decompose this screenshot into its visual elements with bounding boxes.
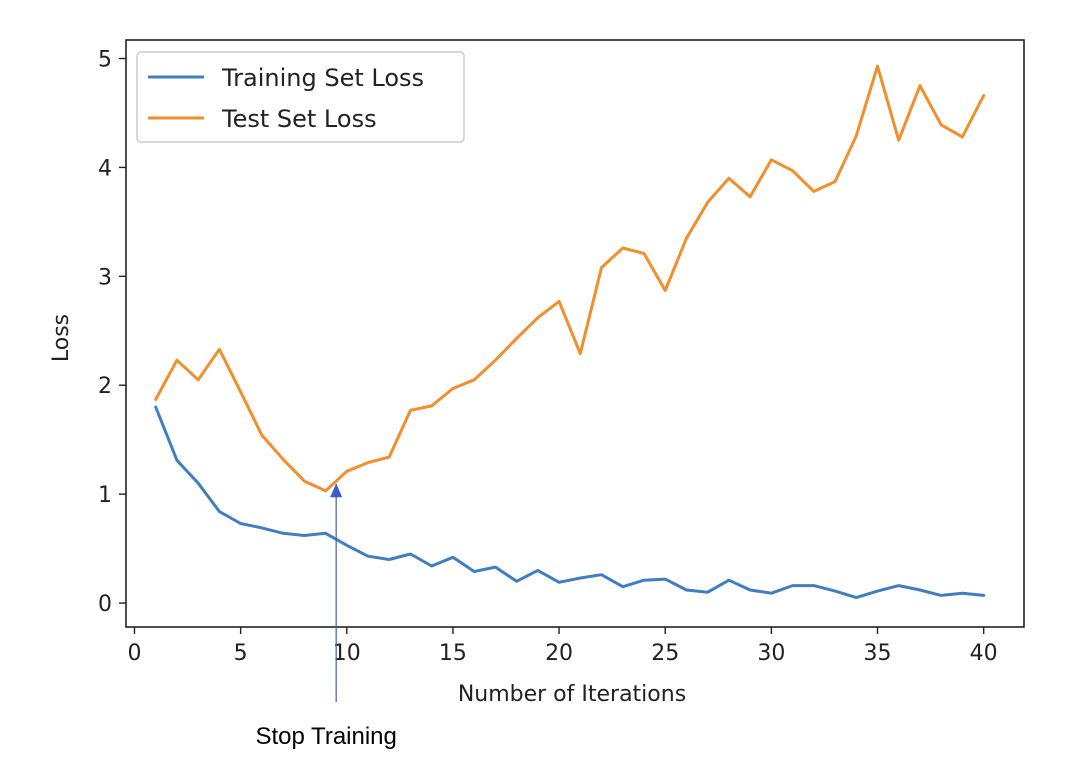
series-lines [154,64,986,600]
y-tick-label: 3 [98,265,112,290]
x-tick-label: 0 [127,641,141,666]
legend-box [136,51,465,143]
y-tick-label: 0 [98,592,112,617]
y-tick-label: 4 [98,156,112,181]
y-tick-label: 5 [98,48,112,73]
x-tick-label: 5 [234,641,248,666]
x-tick-label: 40 [970,641,998,666]
plot-frame [125,39,1025,628]
x-tick-label: 30 [757,641,785,666]
x-axis-label: Number of Iterations [458,682,686,707]
x-tick-label: 25 [651,641,679,666]
series-line-training-set-loss [154,405,986,600]
legend-label-test: Test Set Loss [221,105,377,133]
legend: Training Set Loss Test Set Loss [136,51,465,143]
annotation-arrowhead [330,483,343,498]
x-tick-label: 35 [864,641,892,666]
stop-training-annotation: Stop Training [255,483,397,750]
y-tick-label: 2 [98,374,112,399]
x-tick-label: 15 [439,641,467,666]
x-tick-label: 10 [333,641,361,666]
annotation-label: Stop Training [255,723,396,750]
y-axis-label: Loss [49,314,74,362]
series-line-test-set-loss [154,64,986,493]
axis-ticks: 0 5 10 15 20 25 30 35 40 0 1 2 3 4 5 [98,48,998,666]
x-tick-label: 20 [545,641,573,666]
y-tick-label: 1 [98,483,112,508]
legend-label-training: Training Set Loss [221,64,424,92]
